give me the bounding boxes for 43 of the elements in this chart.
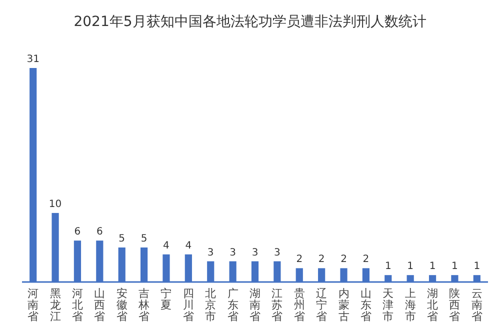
x-tick-label: 四川省: [182, 287, 194, 324]
data-label: 2: [340, 254, 347, 266]
x-tick-label: 广东省: [227, 287, 238, 324]
data-label: 3: [274, 247, 280, 258]
data-label: 1: [407, 261, 414, 272]
x-tick-label: 湖北省: [427, 287, 438, 324]
x-tick-label: 江苏省: [272, 287, 283, 324]
data-label: 3: [207, 247, 214, 258]
x-tick-label: 安徽省: [116, 287, 128, 324]
data-label: 10: [48, 198, 62, 210]
data-label: 2: [296, 254, 303, 266]
x-tick-label: 辽宁省: [316, 287, 328, 324]
data-label: 5: [140, 233, 148, 244]
x-tick-label: 上海市: [404, 287, 416, 324]
x-tick-label: 贵州省: [294, 287, 305, 324]
chart-title: 2021年5月获知中国各地法轮功学员遭非法判刑人数统计: [74, 14, 426, 30]
x-tick-label: 河南省: [28, 287, 39, 324]
data-label: 6: [74, 226, 81, 238]
x-tick-label: 陕西省: [449, 287, 460, 324]
data-label: 6: [96, 226, 103, 238]
x-tick-label: 内蒙古: [338, 287, 350, 324]
data-label: 31: [26, 54, 40, 65]
data-label: 1: [452, 261, 458, 272]
x-tick-label: 湖南省: [250, 287, 260, 324]
data-label: 3: [230, 247, 236, 258]
data-label: 1: [384, 261, 392, 272]
data-label: 2: [318, 254, 325, 266]
x-tick-label: 河北省: [72, 287, 83, 324]
data-label: 3: [252, 247, 258, 258]
data-label: 1: [474, 261, 480, 272]
x-tick-label: 山西省: [94, 287, 106, 324]
x-tick-label: 北京市: [205, 287, 216, 324]
x-tick-label: 吉林省: [138, 287, 150, 324]
data-label: 5: [118, 233, 126, 244]
data-label: 1: [429, 261, 436, 272]
data-label: 2: [362, 254, 370, 266]
x-tick-label: 山东省: [360, 287, 372, 324]
x-tick-label: 黑龙江: [50, 287, 61, 324]
x-tick-label: 天津市: [382, 287, 394, 324]
data-label: 4: [163, 240, 170, 252]
x-tick-label: 云南省: [471, 287, 482, 324]
data-label: 4: [185, 240, 192, 252]
x-tick-label: 宁夏: [160, 287, 172, 312]
